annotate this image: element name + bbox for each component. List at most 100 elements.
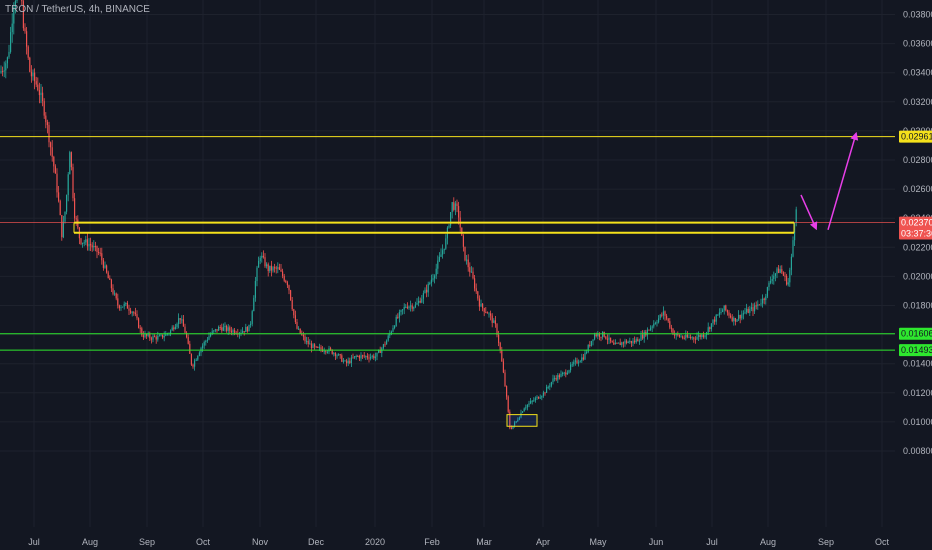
candle-body	[770, 280, 772, 283]
candle-body	[40, 92, 42, 96]
x-tick-label: Aug	[82, 537, 98, 547]
candle-body	[112, 288, 114, 294]
candle-body	[534, 398, 536, 401]
candle-body	[85, 239, 87, 243]
candle-body	[219, 326, 221, 328]
candle-body	[290, 290, 292, 301]
candle-body	[216, 329, 218, 331]
candle-body	[592, 339, 594, 341]
candles	[0, 0, 797, 430]
candle-body	[672, 328, 674, 335]
candle-body	[301, 333, 303, 335]
candle-body	[699, 335, 701, 338]
candle-body	[482, 303, 484, 309]
candle-body	[677, 333, 679, 335]
candle-body	[752, 307, 754, 312]
price-axis[interactable]: 0.042000.040000.038000.036000.034000.032…	[899, 0, 932, 456]
candle-body	[432, 278, 434, 280]
candle-body	[88, 243, 90, 247]
candle-body	[163, 335, 165, 338]
candle-body	[154, 336, 156, 338]
candle-body	[600, 336, 602, 338]
candle-body	[360, 355, 362, 359]
candle-body	[114, 293, 116, 295]
candle-body	[51, 147, 53, 157]
candle-body	[210, 334, 212, 337]
candle-body	[336, 355, 338, 357]
candle-body	[774, 273, 776, 276]
candle-body	[21, 0, 23, 2]
candle-body	[288, 285, 290, 291]
candle-body	[629, 340, 631, 342]
candle-body	[485, 311, 487, 313]
candle-body	[504, 372, 506, 387]
candle-body	[299, 328, 301, 334]
candle-body	[258, 260, 260, 268]
candle-body	[694, 338, 696, 340]
candle-body	[546, 387, 548, 393]
candle-body	[350, 357, 352, 364]
candle-body	[152, 336, 154, 340]
candle-body	[773, 275, 775, 279]
candle-body	[438, 256, 440, 261]
candle-body	[474, 278, 476, 289]
candle-body	[730, 315, 732, 318]
candle-body	[602, 331, 604, 338]
candle-body	[598, 333, 600, 337]
candle-body	[109, 278, 111, 280]
time-axis[interactable]: Jul Aug Sep Oct Nov Dec 2020 Feb Mar Apr May Jun Jul…	[28, 537, 889, 547]
candle-body	[584, 352, 586, 360]
candle-body	[270, 265, 272, 271]
candle-body	[701, 334, 703, 338]
candle-body	[659, 314, 661, 319]
candle-body	[557, 375, 559, 380]
candle-body	[509, 411, 511, 428]
candle-body	[349, 360, 351, 364]
candle-body	[698, 335, 700, 337]
candle-body	[142, 335, 144, 338]
candle-body	[571, 364, 573, 366]
candle-body	[194, 360, 196, 367]
candle-body	[493, 320, 495, 323]
candle-body	[45, 115, 47, 123]
price-tag-label: 0.02961	[901, 132, 932, 142]
candle-body	[416, 303, 418, 305]
candle-body	[147, 334, 149, 336]
candle-body	[131, 312, 133, 314]
candle-body	[662, 311, 664, 316]
price-tag	[899, 327, 932, 340]
candle-body	[293, 309, 295, 316]
candle-body	[515, 421, 517, 423]
candle-body	[174, 326, 176, 330]
candle-body	[56, 173, 58, 193]
candle-body	[656, 322, 658, 324]
candle-body	[744, 312, 746, 314]
candle-body	[80, 238, 82, 244]
candle-body	[742, 313, 744, 315]
candle-body	[203, 342, 205, 346]
candle-body	[213, 330, 215, 332]
candle-body	[278, 267, 280, 270]
candle-body	[410, 305, 412, 307]
candle-body	[565, 372, 567, 375]
candle-body	[755, 305, 757, 307]
candle-body	[491, 315, 493, 323]
candle-body	[344, 360, 346, 362]
candle-body	[272, 267, 274, 271]
candle-body	[520, 412, 522, 418]
candle-body	[34, 72, 36, 82]
candle-body	[30, 71, 32, 77]
candle-body	[630, 340, 632, 344]
candle-body	[211, 331, 213, 335]
candle-body	[696, 336, 698, 340]
candle-body	[611, 341, 613, 343]
candle-body	[610, 337, 612, 342]
candle-body	[162, 334, 164, 338]
candle-body	[352, 357, 354, 359]
